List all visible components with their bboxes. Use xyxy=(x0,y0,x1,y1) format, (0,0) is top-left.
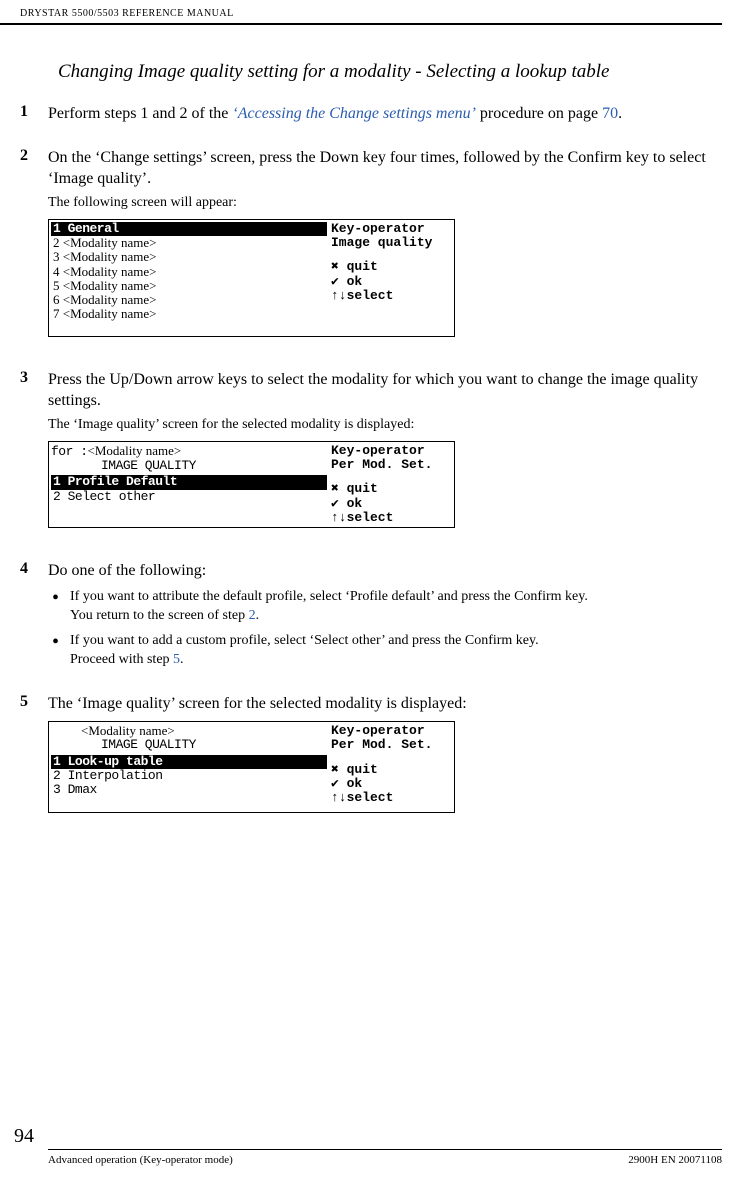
screen1-opt-select: ↑↓select xyxy=(331,289,450,303)
link-accessing-change-settings[interactable]: ‘Accessing the Change settings menu’ xyxy=(232,105,476,122)
step-number: 5 xyxy=(20,693,48,826)
screen1-row: 7 <Modality name> xyxy=(51,307,327,321)
screen3-row3: 3 Dmax xyxy=(51,783,327,797)
screen3-opt-quit: ✖ quit xyxy=(331,763,450,777)
bullet2-line2-pre: Proceed with step xyxy=(70,652,173,667)
screen1-row: 6 <Modality name> xyxy=(51,293,327,307)
screen3-modality-name: <Modality name> xyxy=(51,724,327,738)
screen3-right-title1: Key-operator xyxy=(331,724,450,738)
screen1-right-title2: Image quality xyxy=(331,236,450,250)
screen2-selected-row: 1 Profile Default xyxy=(51,475,327,489)
screen1-right-title1: Key-operator xyxy=(331,222,450,236)
screen1-row: 5 <Modality name> xyxy=(51,279,327,293)
step-number: 1 xyxy=(20,103,48,129)
screen2-row2: 2 Select other xyxy=(51,490,327,504)
screen2-right-title2: Per Mod. Set. xyxy=(331,458,450,472)
bullet-item: If you want to attribute the default pro… xyxy=(48,588,588,626)
step-body: Perform steps 1 and 2 of the ‘Accessing … xyxy=(48,103,622,129)
step-body: Press the Up/Down arrow keys to select t… xyxy=(48,369,714,543)
bullet1-line1: If you want to attribute the default pro… xyxy=(70,589,588,604)
screen2-opt-quit: ✖ quit xyxy=(331,482,450,496)
lcd-screen-1: 1 General 2 <Modality name> 3 <Modality … xyxy=(48,219,455,337)
step-body: Do one of the following: If you want to … xyxy=(48,560,588,675)
link-step-2[interactable]: 2 xyxy=(249,608,256,623)
step1-post: . xyxy=(618,105,622,122)
footer-left: Advanced operation (Key-operator mode) xyxy=(48,1154,233,1166)
screen3-title: IMAGE QUALITY xyxy=(51,738,327,752)
screen3-selected-row: 1 Look-up table xyxy=(51,755,327,769)
step2-subtext: The following screen will appear: xyxy=(48,194,714,213)
screen1-opt-quit: ✖ quit xyxy=(331,260,450,274)
bullet1-line2-post: . xyxy=(256,608,260,623)
screen3-opt-select: ↑↓select xyxy=(331,791,450,805)
step-number: 3 xyxy=(20,369,48,543)
step3-subtext: The ‘Image quality’ screen for the selec… xyxy=(48,416,714,435)
step-number: 2 xyxy=(20,147,48,351)
step-body: The ‘Image quality’ screen for the selec… xyxy=(48,693,467,826)
step5-text: The ‘Image quality’ screen for the selec… xyxy=(48,693,467,715)
screen3-row2: 2 Interpolation xyxy=(51,769,327,783)
lcd-screen-3: <Modality name> IMAGE QUALITY 1 Look-up … xyxy=(48,721,455,812)
section-title: Changing Image quality setting for a mod… xyxy=(58,61,714,83)
bullet2-line1: If you want to add a custom profile, sel… xyxy=(70,633,539,648)
link-page-70[interactable]: 70 xyxy=(602,105,618,122)
screen2-opt-ok: ✔ ok xyxy=(331,497,450,511)
screen1-row: 3 <Modality name> xyxy=(51,250,327,264)
bullet2-line2-post: . xyxy=(180,652,184,667)
step-body: On the ‘Change settings’ screen, press t… xyxy=(48,147,714,351)
screen2-title: IMAGE QUALITY xyxy=(51,459,327,473)
screen2-for-label: for : xyxy=(51,444,88,459)
bullet1-line2-pre: You return to the screen of step xyxy=(70,608,249,623)
running-header: DRYSTAR 5500/5503 REFERENCE MANUAL xyxy=(0,0,722,25)
screen2-right-title1: Key-operator xyxy=(331,444,450,458)
screen3-right-title2: Per Mod. Set. xyxy=(331,738,450,752)
bullet-item: If you want to add a custom profile, sel… xyxy=(48,632,588,670)
screen1-selected-row: 1 General xyxy=(51,222,327,236)
step1-mid: procedure on page xyxy=(476,105,602,122)
step2-text: On the ‘Change settings’ screen, press t… xyxy=(48,147,714,190)
screen1-row: 4 <Modality name> xyxy=(51,265,327,279)
page-footer: 94 Advanced operation (Key-operator mode… xyxy=(0,1149,742,1166)
lcd-screen-2: for :<Modality name> IMAGE QUALITY 1 Pro… xyxy=(48,441,455,528)
page-number: 94 xyxy=(14,1125,34,1148)
step3-text: Press the Up/Down arrow keys to select t… xyxy=(48,369,714,412)
step4-text: Do one of the following: xyxy=(48,560,588,582)
link-step-5[interactable]: 5 xyxy=(173,652,180,667)
footer-right: 2900H EN 20071108 xyxy=(628,1154,722,1166)
screen3-opt-ok: ✔ ok xyxy=(331,777,450,791)
step1-pre: Perform steps 1 and 2 of the xyxy=(48,105,232,122)
screen1-row: 2 <Modality name> xyxy=(51,236,327,250)
screen2-modality-name: <Modality name> xyxy=(88,443,182,458)
step-number: 4 xyxy=(20,560,48,675)
screen1-opt-ok: ✔ ok xyxy=(331,275,450,289)
screen2-opt-select: ↑↓select xyxy=(331,511,450,525)
